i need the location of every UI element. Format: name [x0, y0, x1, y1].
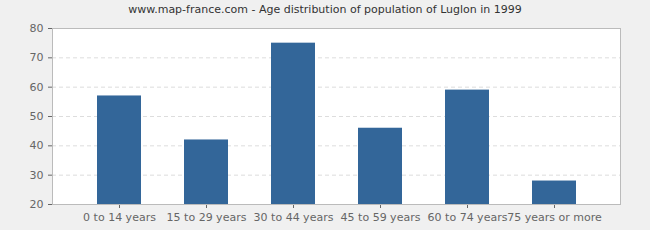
svg-text:50: 50: [30, 110, 44, 123]
svg-text:75 years or more: 75 years or more: [507, 211, 602, 224]
svg-text:30: 30: [30, 169, 44, 182]
svg-text:80: 80: [30, 22, 44, 35]
svg-text:60 to 74 years: 60 to 74 years: [428, 211, 508, 224]
svg-text:20: 20: [30, 198, 44, 211]
svg-text:15 to 29 years: 15 to 29 years: [167, 211, 247, 224]
svg-text:0 to 14 years: 0 to 14 years: [83, 211, 156, 224]
svg-text:40: 40: [30, 139, 44, 152]
svg-text:60: 60: [30, 81, 44, 94]
svg-text:30 to 44 years: 30 to 44 years: [254, 211, 334, 224]
svg-text:70: 70: [30, 51, 44, 64]
svg-text:45 to 59 years: 45 to 59 years: [341, 211, 421, 224]
html-text:www.map-france.com - Age distr: www.map-france.com - Age distribution of…: [128, 3, 522, 16]
